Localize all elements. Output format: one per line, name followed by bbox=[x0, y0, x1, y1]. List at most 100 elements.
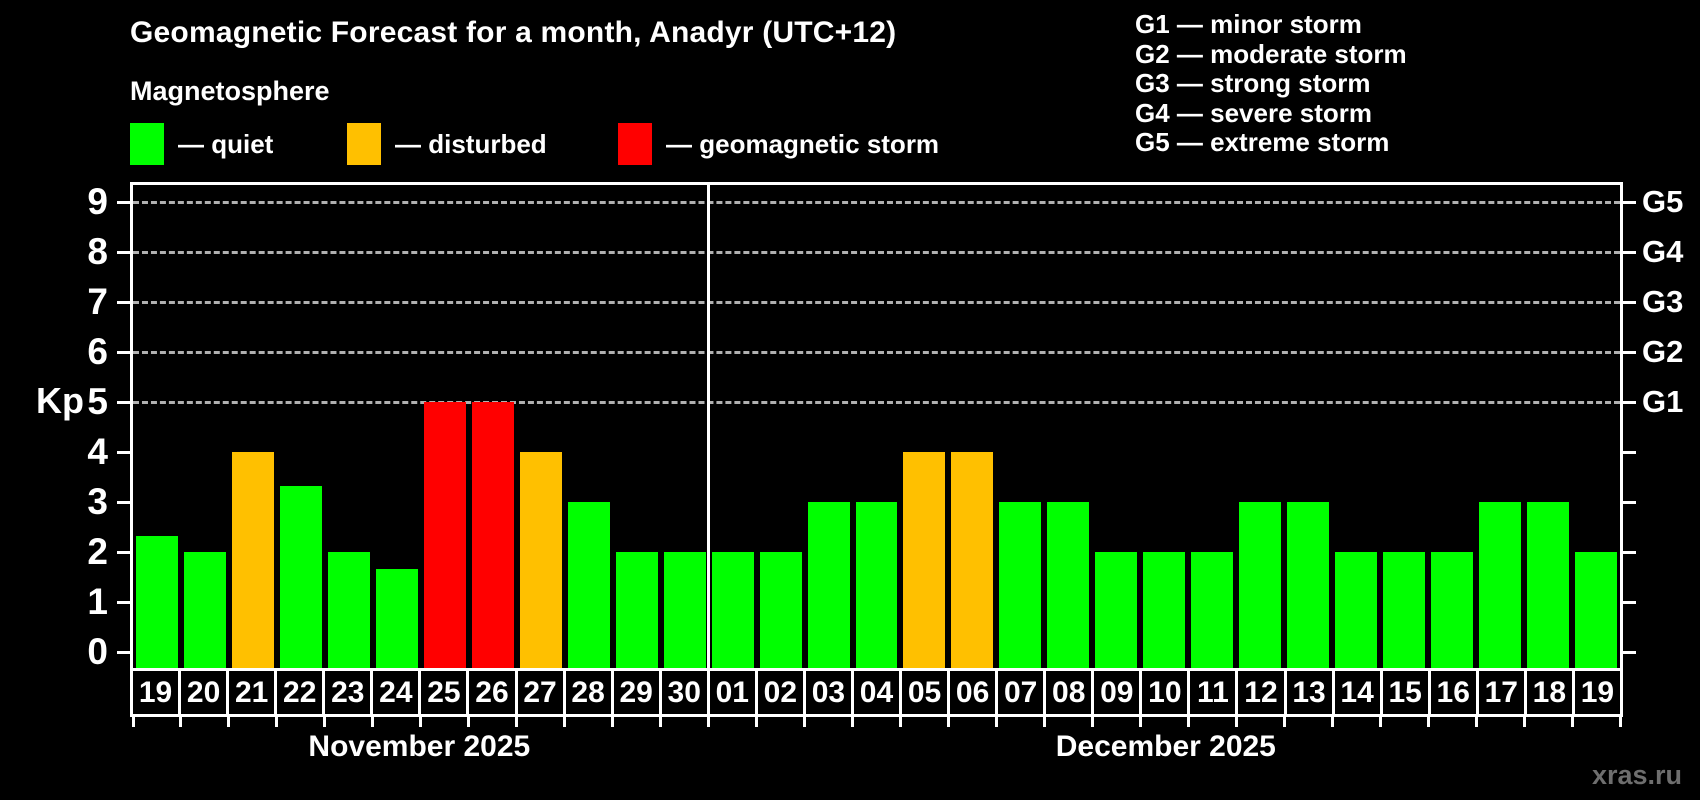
day-label: 30 bbox=[658, 668, 710, 717]
month-label-december: December 2025 bbox=[1055, 730, 1276, 763]
y-axis-title: Kp bbox=[36, 380, 84, 421]
kp-bar-day-16 bbox=[1431, 552, 1474, 668]
storm-color-swatch bbox=[618, 123, 652, 165]
month-divider-line bbox=[707, 185, 711, 668]
y-axis-tick-right bbox=[1623, 350, 1636, 354]
bottom-axis-tick bbox=[1234, 716, 1238, 727]
day-label: 18 bbox=[1523, 668, 1575, 717]
y-axis-tick-right bbox=[1623, 600, 1636, 604]
bottom-axis-tick bbox=[1522, 716, 1526, 727]
quiet-color-swatch bbox=[130, 123, 164, 165]
day-label: 14 bbox=[1331, 668, 1383, 717]
legend-item-quiet: — quiet bbox=[130, 122, 273, 166]
bottom-axis-tick bbox=[1090, 716, 1094, 727]
y-axis-tick-right bbox=[1623, 500, 1636, 504]
y-tick-label-1: 1 bbox=[87, 581, 108, 622]
right-axis-label-g1: G1 bbox=[1642, 384, 1684, 419]
disturbed-color-swatch bbox=[347, 123, 381, 165]
kp-bar-day-01 bbox=[711, 552, 754, 668]
right-axis-label-g4: G4 bbox=[1642, 234, 1684, 269]
bottom-axis-tick bbox=[994, 716, 998, 727]
watermark: xras.ru bbox=[1591, 760, 1682, 790]
bottom-axis-tick bbox=[131, 716, 135, 727]
chart-title: Geomagnetic Forecast for a month, Anadyr… bbox=[130, 16, 897, 49]
day-label: 03 bbox=[802, 668, 854, 717]
gridline-kp7 bbox=[133, 301, 1620, 304]
y-axis-tick-right bbox=[1623, 200, 1636, 204]
y-axis-tick-left bbox=[117, 450, 130, 454]
g-scale-line-g3: G3 — strong storm bbox=[1135, 68, 1371, 98]
gridline-kp5 bbox=[133, 401, 1620, 404]
bottom-axis-tick bbox=[755, 716, 759, 727]
day-label: 26 bbox=[466, 668, 518, 717]
bottom-axis-tick bbox=[419, 716, 423, 727]
kp-bar-day-28 bbox=[567, 502, 610, 668]
kp-bar-day-26 bbox=[471, 402, 514, 668]
y-axis-tick-right bbox=[1623, 250, 1636, 254]
day-label: 19 bbox=[130, 668, 182, 717]
kp-bar-day-18 bbox=[1527, 502, 1570, 668]
kp-bar-day-21 bbox=[231, 452, 274, 668]
day-label: 02 bbox=[754, 668, 806, 717]
kp-bar-day-05 bbox=[903, 452, 946, 668]
month-label-november: November 2025 bbox=[308, 730, 531, 763]
bottom-axis-tick bbox=[1570, 716, 1574, 727]
bottom-axis-tick bbox=[1618, 716, 1622, 727]
g-scale-line-g5: G5 — extreme storm bbox=[1135, 127, 1390, 157]
y-axis-tick-right bbox=[1623, 400, 1636, 404]
day-label: 27 bbox=[514, 668, 566, 717]
chart-subtitle: Magnetosphere bbox=[130, 76, 330, 106]
y-axis-tick-left bbox=[117, 300, 130, 304]
y-axis-tick-left bbox=[117, 500, 130, 504]
day-label: 11 bbox=[1187, 668, 1239, 717]
day-label: 23 bbox=[322, 668, 374, 717]
bottom-axis-tick bbox=[275, 716, 279, 727]
day-label: 08 bbox=[1043, 668, 1095, 717]
plot-area bbox=[130, 182, 1623, 668]
day-label: 29 bbox=[610, 668, 662, 717]
kp-bar-day-23 bbox=[327, 552, 370, 668]
kp-bar-day-17 bbox=[1479, 502, 1522, 668]
day-label: 19 bbox=[1571, 668, 1623, 717]
kp-bar-day-13 bbox=[1287, 502, 1330, 668]
y-axis-tick-left bbox=[117, 550, 130, 554]
y-axis-tick-left bbox=[117, 400, 130, 404]
y-tick-label-0: 0 bbox=[87, 631, 108, 672]
bottom-axis-tick bbox=[1282, 716, 1286, 727]
kp-bar-day-14 bbox=[1335, 552, 1378, 668]
kp-bar-day-07 bbox=[999, 502, 1042, 668]
day-label: 09 bbox=[1091, 668, 1143, 717]
kp-bar-day-04 bbox=[855, 502, 898, 668]
kp-bar-day-27 bbox=[519, 452, 562, 668]
kp-bar-day-19 bbox=[1575, 552, 1617, 668]
bottom-axis-tick bbox=[707, 716, 711, 727]
y-axis-tick-left bbox=[117, 200, 130, 204]
day-label: 17 bbox=[1475, 668, 1527, 717]
gridline-kp8 bbox=[133, 251, 1620, 254]
day-label: 24 bbox=[370, 668, 422, 717]
bottom-axis-tick bbox=[659, 716, 663, 727]
day-label: 21 bbox=[226, 668, 278, 717]
day-label: 15 bbox=[1379, 668, 1431, 717]
kp-bar-day-12 bbox=[1239, 502, 1282, 668]
legend-label-quiet: — quiet bbox=[178, 128, 274, 159]
y-tick-label-8: 8 bbox=[87, 231, 108, 272]
kp-bar-day-03 bbox=[807, 502, 850, 668]
bottom-axis-tick bbox=[323, 716, 327, 727]
day-label: 25 bbox=[418, 668, 470, 717]
bottom-axis-tick bbox=[515, 716, 519, 727]
kp-bar-day-20 bbox=[183, 552, 226, 668]
bottom-axis-tick bbox=[803, 716, 807, 727]
right-axis-label-g5: G5 bbox=[1642, 184, 1684, 219]
right-axis-label-g2: G2 bbox=[1642, 334, 1684, 369]
day-label: 01 bbox=[706, 668, 758, 717]
y-axis-tick-left bbox=[117, 600, 130, 604]
gridline-kp6 bbox=[133, 351, 1620, 354]
legend-label-disturbed: — disturbed bbox=[395, 128, 547, 159]
day-label: 05 bbox=[899, 668, 951, 717]
kp-bar-day-11 bbox=[1191, 552, 1234, 668]
g-scale-line-g2: G2 — moderate storm bbox=[1135, 38, 1407, 69]
kp-bar-day-30 bbox=[663, 552, 706, 668]
bottom-axis-tick bbox=[227, 716, 231, 727]
